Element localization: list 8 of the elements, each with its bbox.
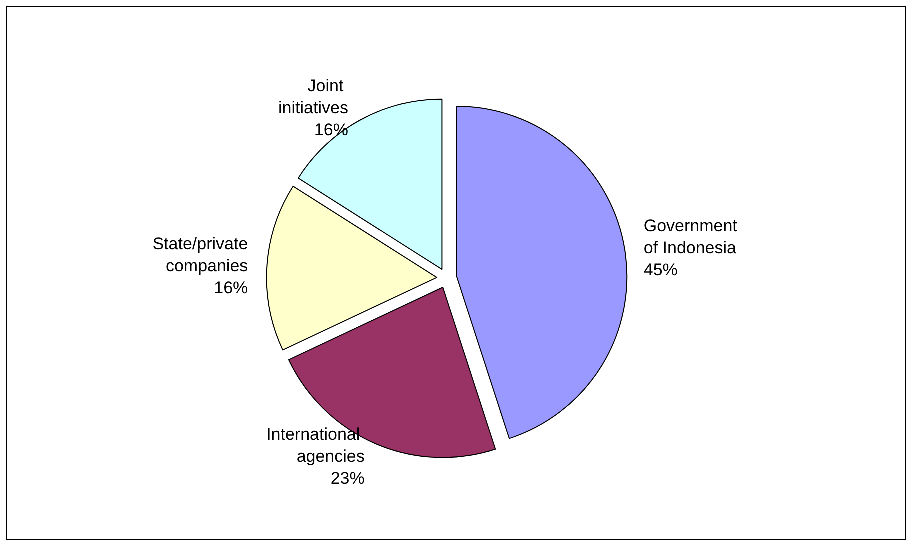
slice-label: Joint initiatives [278, 76, 348, 118]
slice-label: Government of Indonesia [644, 216, 742, 258]
data-label: 45% [644, 260, 678, 280]
data-label: 23% [330, 469, 365, 488]
slice-label: State/private companies [152, 234, 248, 276]
data-label: 16% [214, 278, 248, 298]
data-label: 16% [314, 120, 348, 140]
slice-label: International agencies [266, 425, 365, 466]
